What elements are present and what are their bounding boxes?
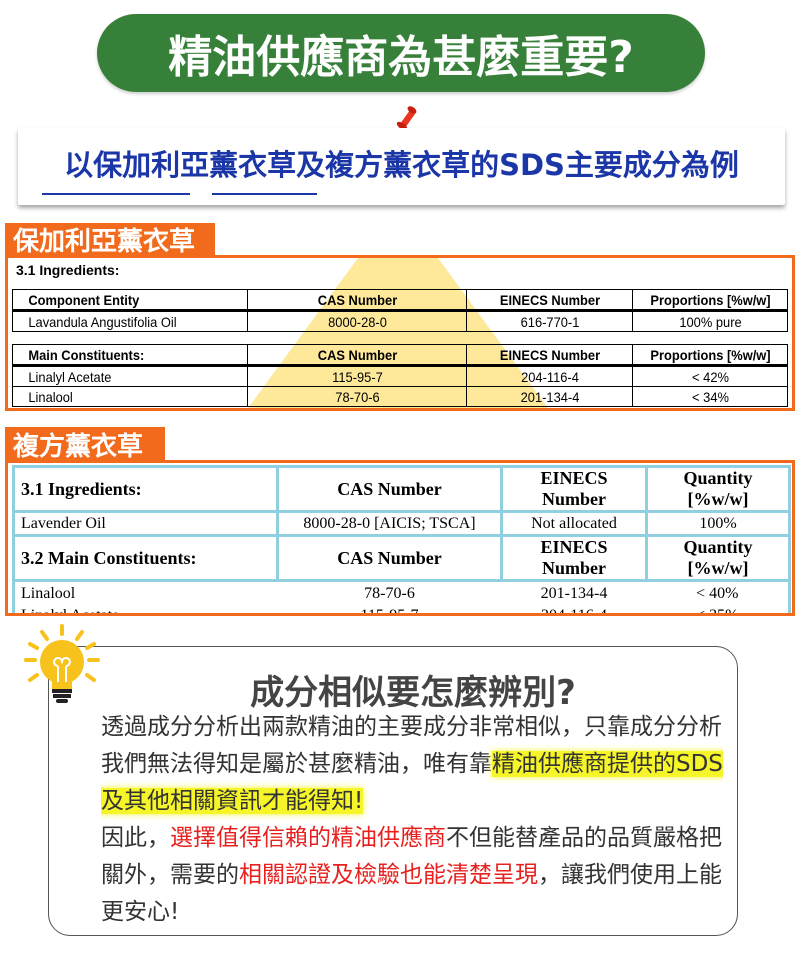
header-cell: Proportions [%w/w] xyxy=(638,344,782,367)
cell: 100% xyxy=(645,510,791,537)
cell: Linalool xyxy=(21,386,239,407)
table-row: Lavandula Angustifolia Oil 8000-28-0 616… xyxy=(13,310,788,332)
cell: Linalyl Acetate xyxy=(21,365,239,387)
tab-bulgarian-lavender: 保加利亞薰衣草 xyxy=(5,223,215,257)
text: 透過成分分析出兩款精油的主要成分非常相似，只靠成分分析我們無法得知是屬於甚麼精油… xyxy=(101,714,722,777)
cell: 204-116-4 xyxy=(472,365,627,387)
header-cell: Proportions [%w/w] xyxy=(638,289,782,312)
header-cell: Quantity [%w/w] xyxy=(645,465,791,513)
cell: Linalool xyxy=(21,584,76,602)
cell: 78-70-6 xyxy=(364,584,415,602)
constituents-table: Main Constituents: CAS Number EINECS Num… xyxy=(12,344,788,407)
cell: < 42% xyxy=(638,365,782,387)
subtitle: 以保加利亞薰衣草及複方薰衣草的SDS主要成分為例 xyxy=(64,148,739,182)
tab-compound-lavender: 複方薰衣草 xyxy=(5,427,165,462)
page-title: 精油供應商為甚麼重要? xyxy=(97,14,705,92)
section-label: 3.1 Ingredients: xyxy=(16,262,120,278)
cell: 78-70-6 xyxy=(255,386,459,407)
table-row: Linalyl Acetate 115-95-7 204-116-4 < 42% xyxy=(13,365,788,387)
lightbulb-icon xyxy=(24,624,100,703)
header-cell: Main Constituents: xyxy=(21,344,239,367)
cell: 8000-28-0 xyxy=(255,310,459,332)
cell: Lavender Oil xyxy=(12,510,279,537)
text: ，讓我們使用上能更安心! xyxy=(101,862,722,925)
cell: < 40% xyxy=(696,584,739,602)
table-header-row: 3.2 Main Constituents: CAS Number EINECS… xyxy=(12,534,791,582)
emphasis-text: 選擇值得信賴的精油供應商 xyxy=(170,825,446,851)
table-row: Linalool Linalyl Acetate 78-70-6 115-95-7 … xyxy=(12,579,791,616)
sds2-panel: 3.1 Ingredients: CAS Number EINECS Numbe… xyxy=(5,460,795,616)
header-cell: EINECS Number xyxy=(500,465,648,513)
table-row: Linalool 78-70-6 201-134-4 < 34% xyxy=(13,386,788,407)
cell: 201-134-4 xyxy=(540,584,608,602)
header-cell: 3.1 Ingredients: xyxy=(12,465,279,513)
explanation-text: 透過成分分析出兩款精油的主要成分非常相似，只靠成分分析我們無法得知是屬於甚麼精油… xyxy=(101,709,726,931)
header-cell: EINECS Number xyxy=(500,534,648,582)
cell: < 35% xyxy=(696,606,739,616)
text: 因此， xyxy=(101,825,170,851)
header-cell: CAS Number xyxy=(255,344,459,367)
cell: 204-116-4 xyxy=(540,606,608,616)
explanation-card: 成分相似要怎麼辨別? 透過成分分析出兩款精油的主要成分非常相似，只靠成分分析我們… xyxy=(48,646,738,936)
cell: Lavandula Angustifolia Oil xyxy=(21,310,239,332)
cell: 115-95-7 xyxy=(360,606,419,616)
table-header-row: 3.1 Ingredients: CAS Number EINECS Numbe… xyxy=(12,465,791,513)
header-cell: CAS Number xyxy=(276,465,503,513)
underline xyxy=(42,193,190,195)
cell: Not allocated xyxy=(500,510,648,537)
cell: 201-134-4 xyxy=(472,386,627,407)
table-header-row: Component Entity CAS Number EINECS Numbe… xyxy=(13,289,788,312)
header-cell: EINECS Number xyxy=(472,344,627,367)
cell: 115-95-7 xyxy=(255,365,459,387)
header-cell: Quantity [%w/w] xyxy=(645,534,791,582)
cell: 100% pure xyxy=(638,310,782,332)
table-row: Lavender Oil 8000-28-0 [AICIS; TSCA] Not… xyxy=(12,510,791,537)
header-cell: 3.2 Main Constituents: xyxy=(12,534,279,582)
ingredients-table: Component Entity CAS Number EINECS Numbe… xyxy=(12,289,788,332)
underline xyxy=(212,193,317,195)
header-cell: CAS Number xyxy=(255,289,459,312)
header-cell: EINECS Number xyxy=(472,289,627,312)
cell: < 34% xyxy=(638,386,782,407)
table-header-row: Main Constituents: CAS Number EINECS Num… xyxy=(13,344,788,367)
sds1-panel: 3.1 Ingredients: Component Entity CAS Nu… xyxy=(5,255,795,411)
header-cell: Component Entity xyxy=(21,289,239,312)
cell: 8000-28-0 [AICIS; TSCA] xyxy=(276,510,503,537)
question-title: 成分相似要怎麼辨別? xyxy=(250,673,576,713)
ingredients-table: 3.1 Ingredients: CAS Number EINECS Numbe… xyxy=(12,465,791,616)
subtitle-card: 以保加利亞薰衣草及複方薰衣草的SDS主要成分為例 xyxy=(18,128,785,205)
cell: 616-770-1 xyxy=(472,310,627,332)
emphasis-text: 相關認證及檢驗也能清楚呈現 xyxy=(239,862,538,888)
cell: Linalyl Acetate xyxy=(21,606,120,616)
text: 不但能替產品的品質嚴格把關外，需要的 xyxy=(101,825,722,888)
header-cell: CAS Number xyxy=(276,534,503,582)
